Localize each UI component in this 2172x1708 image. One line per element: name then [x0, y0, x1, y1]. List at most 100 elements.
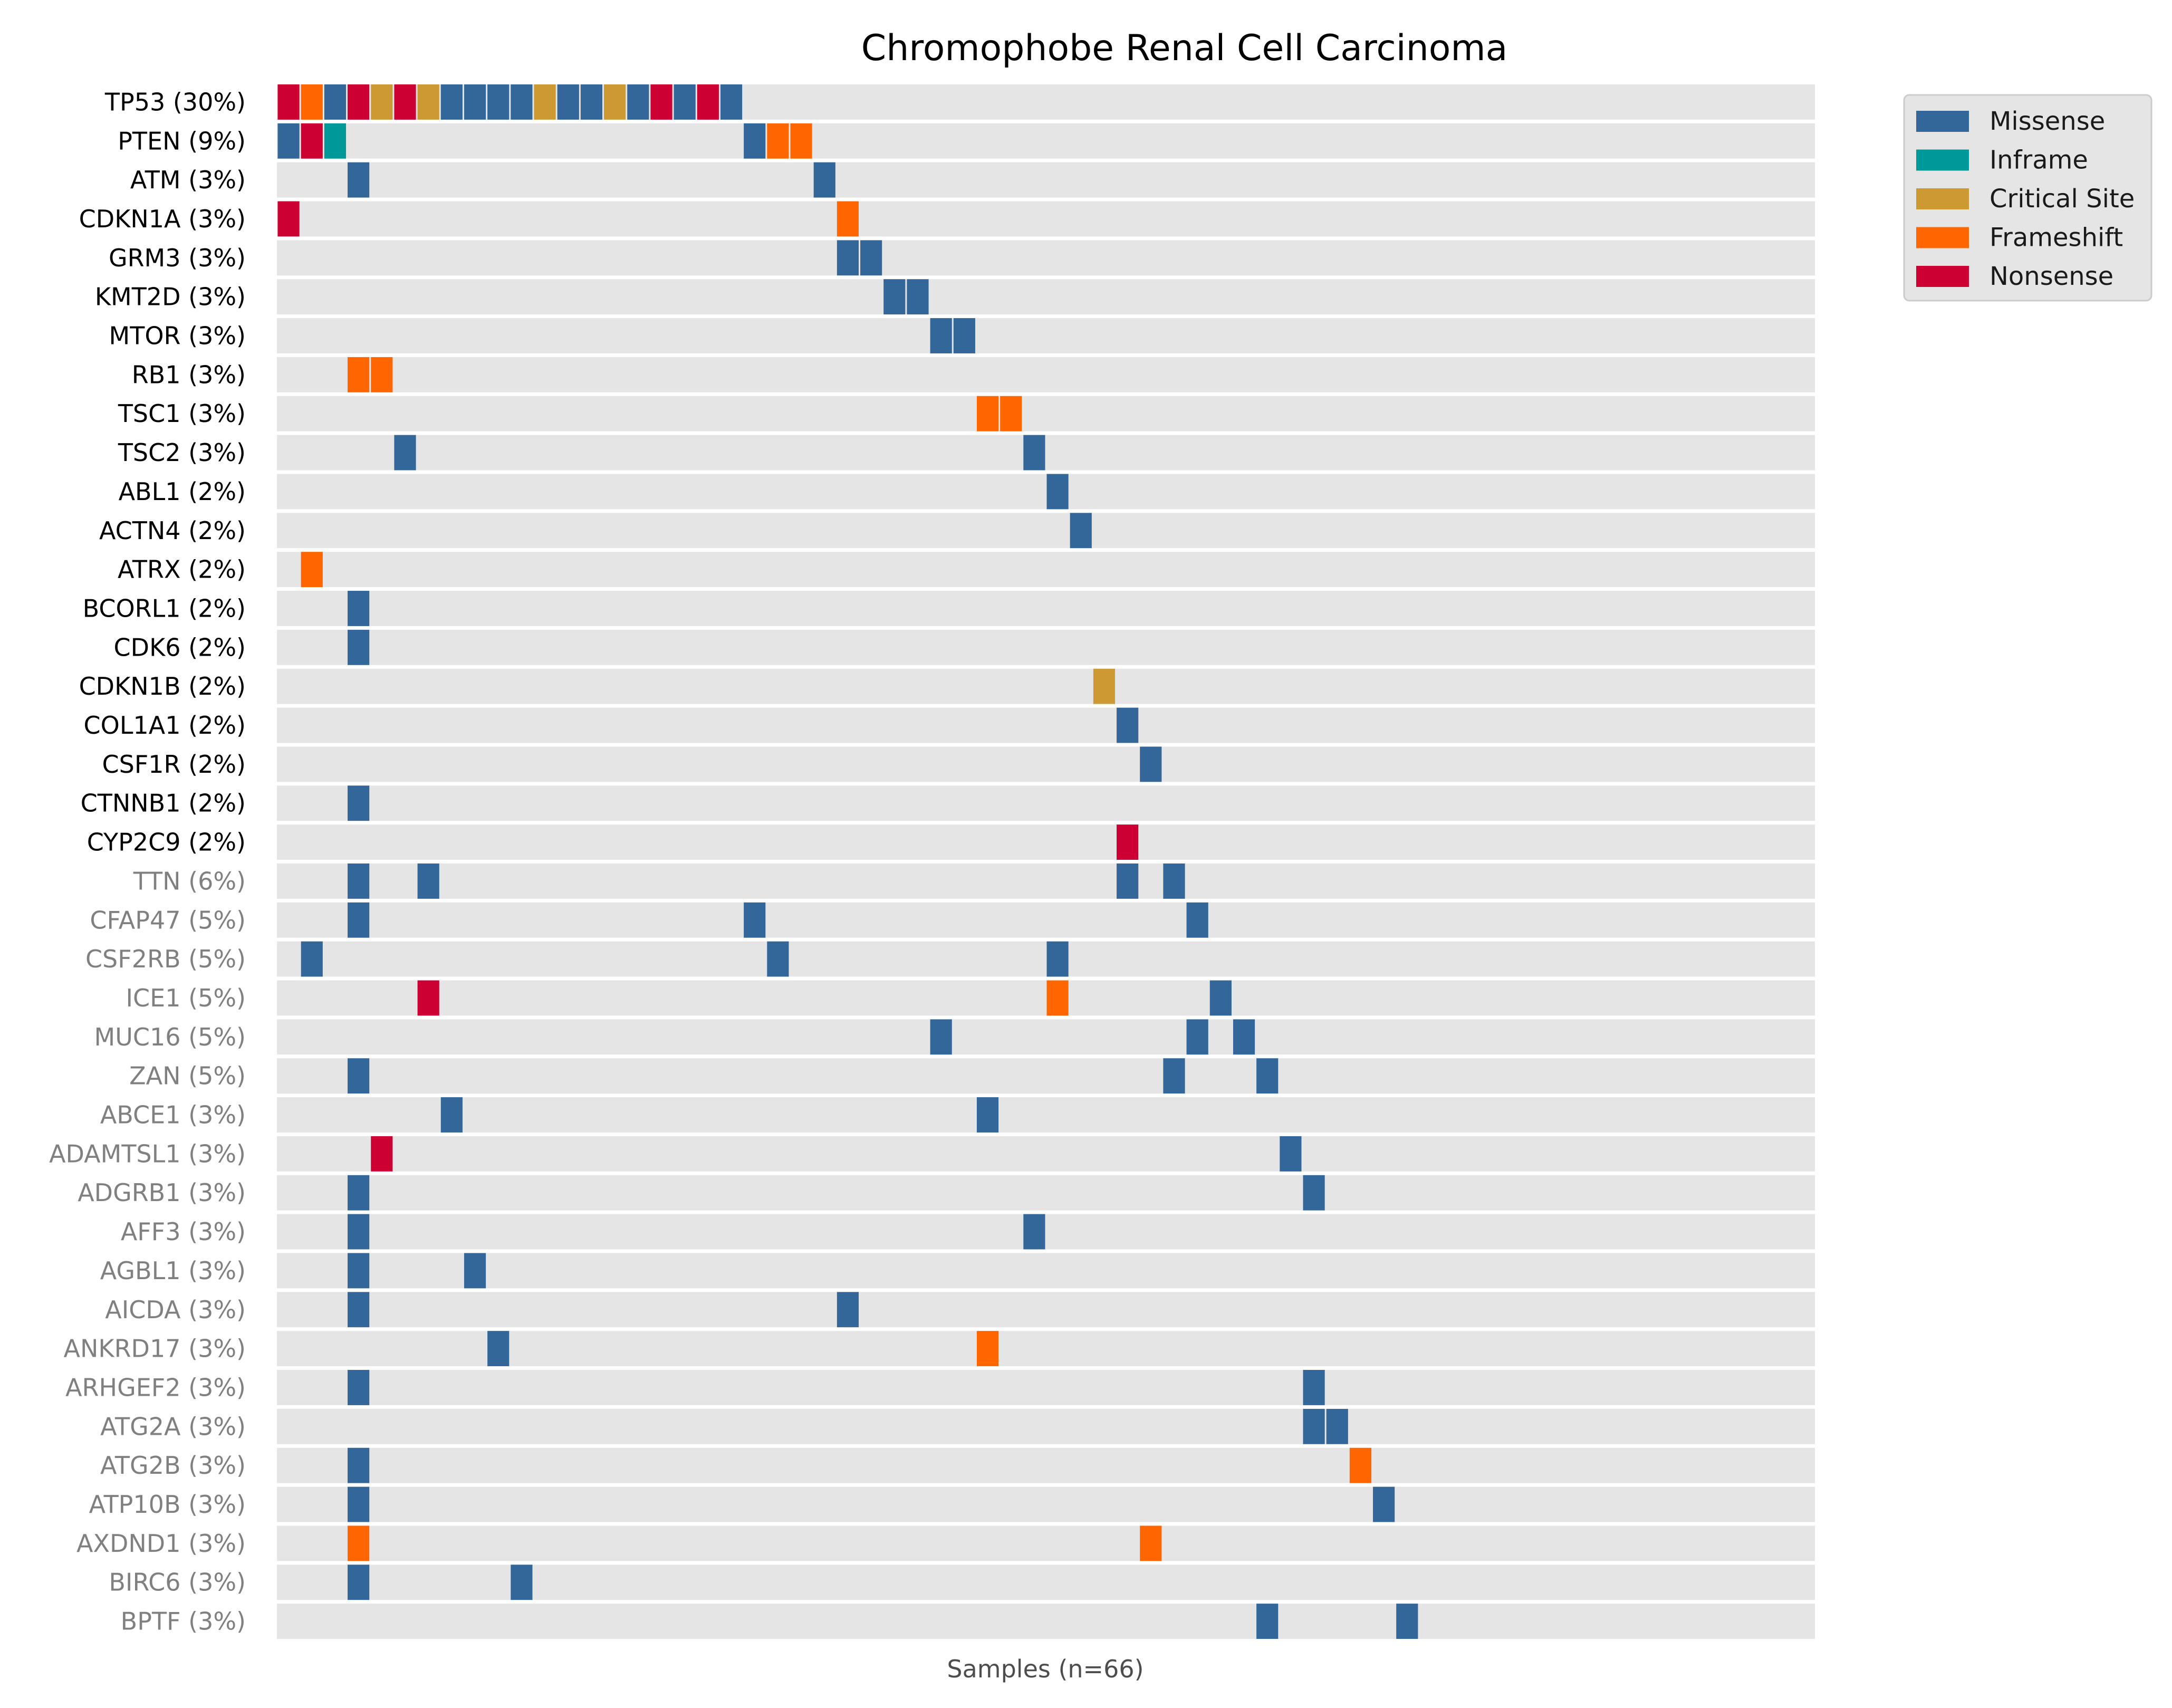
mutation-cell-atg2b-missense: [348, 1447, 370, 1483]
gene-row-tsc1: [277, 396, 1815, 431]
mutation-cell-arhgef2-missense: [348, 1370, 370, 1405]
gene-label-aff3: AFF3 (3%): [121, 1217, 246, 1246]
gene-row-atg2a: [277, 1408, 1815, 1444]
gene-row-agbl1: [277, 1253, 1815, 1289]
gene-row-mtor: [277, 318, 1815, 353]
gene-label-muc16: MUC16 (5%): [94, 1023, 246, 1051]
mutation-cell-tsc2-missense: [394, 435, 416, 471]
gene-row-tsc2: [277, 435, 1815, 471]
mutation-cell-muc16-missense: [1186, 1019, 1208, 1055]
mutation-cell-kmt2d-missense: [907, 279, 929, 315]
gene-row-kmt2d: [277, 279, 1815, 315]
mutation-cell-pten-missense: [744, 123, 766, 159]
mutation-cell-ice1-missense: [1209, 980, 1232, 1016]
gene-row-aff3: [277, 1214, 1815, 1250]
gene-row-abl1: [277, 474, 1815, 510]
legend-items: Missense Inframe Critical Site Frameshift No…: [1916, 107, 2135, 291]
mutation-cell-ctnnb1-missense: [348, 785, 370, 821]
mutation-cell-cdkn1a-nonsense: [277, 201, 300, 237]
mutation-cell-tp53-missense: [440, 84, 463, 120]
mutation-cell-axdnd1-frameshift: [1140, 1525, 1162, 1561]
gene-label-tsc1: TSC1 (3%): [118, 399, 246, 428]
gene-label-adamtsl1: ADAMTSL1 (3%): [49, 1139, 246, 1168]
gene-label-arhgef2: ARHGEF2 (3%): [65, 1373, 246, 1402]
legend-swatch-missense: [1916, 111, 1969, 132]
gene-row-cdk6: [277, 629, 1815, 665]
mutation-cell-tp53-missense: [720, 84, 743, 120]
gene-row-ttn: [277, 863, 1815, 899]
gene-labels: TP53 (30%) PTEN (9%) ATM (3%) CDKN1A (3%) GR…: [49, 88, 246, 1635]
legend-label-frameshift: Frameshift: [1990, 223, 2123, 253]
mutation-cell-ankrd17-frameshift: [976, 1331, 999, 1367]
mutation-cell-csf2rb-missense: [301, 941, 323, 977]
mutation-cell-atm-missense: [348, 162, 370, 198]
mutation-cell-aicda-missense: [348, 1292, 370, 1328]
gene-row-tp53: [277, 84, 1815, 120]
mutation-cell-cfap47-missense: [348, 902, 370, 938]
mutation-cell-birc6-missense: [511, 1565, 533, 1600]
mutation-cell-cfap47-missense: [1186, 902, 1208, 938]
mutation-cell-abl1-missense: [1046, 474, 1069, 510]
mutation-cell-birc6-missense: [348, 1565, 370, 1600]
gene-label-tp53: TP53 (30%): [104, 88, 246, 116]
mutation-cell-tp53-nonsense: [277, 84, 300, 120]
mutation-cell-kmt2d-missense: [883, 279, 906, 315]
gene-label-cdkn1b: CDKN1B (2%): [79, 672, 246, 701]
mutation-cell-csf2rb-missense: [1046, 941, 1069, 977]
mutation-cell-ttn-missense: [1117, 863, 1139, 899]
mutation-cell-zan-missense: [348, 1058, 370, 1094]
gene-label-zan: ZAN (5%): [129, 1062, 246, 1090]
mutation-cell-agbl1-missense: [464, 1253, 486, 1289]
mutation-cell-adgrb1-missense: [1303, 1175, 1325, 1211]
legend-swatch-inframe: [1916, 149, 1969, 171]
gene-row-cfap47: [277, 902, 1815, 938]
gene-row-aicda: [277, 1292, 1815, 1328]
mutation-cell-tp53-missense: [324, 84, 347, 120]
mutation-cell-mtor-missense: [953, 318, 975, 353]
mutation-cell-col1a1-missense: [1117, 707, 1139, 743]
mutation-cell-tp53-missense: [580, 84, 603, 120]
gene-row-atg2b: [277, 1447, 1815, 1483]
mutation-cell-adamtsl1-nonsense: [371, 1136, 393, 1172]
mutation-cell-tp53-critical-site: [417, 84, 439, 120]
gene-row-rb1: [277, 357, 1815, 392]
mutation-cell-pten-nonsense: [301, 123, 323, 159]
mutation-cell-zan-missense: [1163, 1058, 1185, 1094]
mutation-cell-bptf-missense: [1396, 1604, 1418, 1639]
mutation-cell-adgrb1-missense: [348, 1175, 370, 1211]
legend-label-inframe: Inframe: [1990, 146, 2088, 175]
mutation-cell-tp53-nonsense: [650, 84, 672, 120]
gene-row-cdkn1b: [277, 668, 1815, 704]
gene-row-bcorl1: [277, 591, 1815, 626]
gene-row-atm: [277, 162, 1815, 198]
mutation-cell-tp53-missense: [487, 84, 510, 120]
mutation-cell-aff3-missense: [1023, 1214, 1045, 1250]
gene-row-atrx: [277, 552, 1815, 588]
mutation-cells: [277, 84, 1418, 1639]
mutation-cell-grm3-missense: [860, 240, 882, 276]
mutation-cell-tsc1-frameshift: [1000, 396, 1022, 431]
gene-row-abce1: [277, 1097, 1815, 1133]
mutation-cell-atg2b-frameshift: [1349, 1447, 1372, 1483]
mutation-cell-rb1-frameshift: [348, 357, 370, 392]
gene-label-axdnd1: AXDND1 (3%): [76, 1529, 246, 1558]
gene-label-atg2a: ATG2A (3%): [100, 1412, 246, 1441]
gene-row-cdkn1a: [277, 201, 1815, 237]
gene-label-abce1: ABCE1 (3%): [100, 1101, 246, 1129]
mutation-cell-atp10b-missense: [1373, 1486, 1395, 1522]
gene-label-atm: ATM (3%): [130, 166, 246, 194]
legend-swatch-frameshift: [1916, 227, 1969, 248]
mutation-cell-tp53-missense: [627, 84, 649, 120]
mutation-cell-atg2a-missense: [1326, 1408, 1348, 1444]
legend-frame: [1903, 94, 2152, 302]
legend-label-nonsense: Nonsense: [1990, 262, 2113, 291]
mutation-cell-tp53-nonsense: [348, 84, 370, 120]
mutation-cell-atp10b-missense: [348, 1486, 370, 1522]
mutation-cell-tsc2-missense: [1023, 435, 1045, 471]
gene-row-muc16: [277, 1019, 1815, 1055]
gene-row-col1a1: [277, 707, 1815, 743]
gene-label-cyp2c9: CYP2C9 (2%): [87, 828, 246, 857]
gene-label-bcorl1: BCORL1 (2%): [83, 594, 246, 622]
mutation-cell-tsc1-frameshift: [976, 396, 999, 431]
gene-label-atrx: ATRX (2%): [118, 555, 246, 584]
